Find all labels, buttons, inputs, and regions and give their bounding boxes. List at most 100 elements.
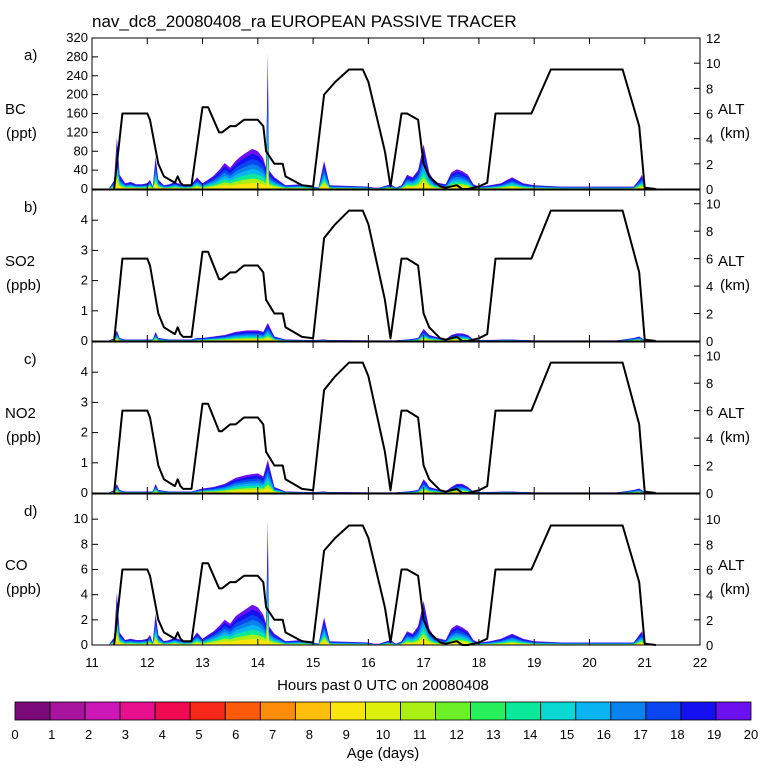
tracer-area-age-layer-0: [108, 52, 662, 190]
x-tick-label: 20: [582, 655, 596, 670]
colorbar-swatch: [84, 701, 121, 721]
y2-tick-label: 6: [706, 107, 713, 122]
y-axis-unit: (ppb): [6, 581, 41, 598]
colorbar-swatch: [470, 701, 507, 721]
y-axis-label: SO2: [5, 253, 35, 270]
y-tick-label: 8: [81, 536, 88, 551]
y2-tick-label: 0: [706, 638, 713, 653]
y2-tick-label: 2: [706, 459, 713, 474]
tracer-area-age-layer-7: [108, 338, 662, 341]
y-axis-label: NO2: [5, 405, 36, 422]
tracer-area-age-layer-7: [108, 168, 662, 189]
panel-0: 0 40 80 120 160 200 240 280 320 0 2 4 6 8 10 12 a) BC (ppt…: [5, 30, 750, 197]
plot-frame: [91, 37, 701, 190]
x-tick-label: 17: [416, 655, 430, 670]
colorbar-swatch: [575, 701, 612, 721]
y2-tick-label: 0: [706, 334, 713, 349]
colorbar-tick-label: 15: [560, 727, 574, 742]
y-axis-unit: (ppb): [6, 429, 41, 446]
y-tick-label: 120: [66, 124, 88, 139]
x-tick-label: 11: [85, 655, 99, 670]
tracer-area-age-layer-6: [108, 153, 662, 189]
plot-frame: [91, 189, 701, 342]
x-tick-label: 18: [472, 655, 486, 670]
panel-3: 0 2 4 6 8 10 0 2 4 6 8 10 d) CO (ppb) ALT (km): [5, 493, 750, 653]
y2-axis-unit: (km): [720, 125, 750, 142]
colorbar-swatch: [505, 701, 542, 721]
y2-tick-label: 10: [706, 197, 720, 212]
altitude-line: [113, 68, 656, 190]
colorbar-swatch: [365, 701, 401, 721]
x-tick-label: 19: [527, 655, 541, 670]
tracer-area-age-layer-4: [108, 582, 662, 645]
y2-tick-label: 10: [706, 56, 720, 71]
x-tick-label: 22: [693, 655, 707, 670]
colorbar-tick-label: 6: [232, 727, 239, 742]
colorbar-swatch: [400, 701, 436, 721]
y-tick-label: 0: [81, 333, 88, 348]
y2-tick-label: 6: [706, 404, 713, 419]
tracer-area-age-layer-2: [108, 86, 662, 189]
colorbar-swatch: [294, 701, 331, 721]
y-tick-label: 10: [74, 511, 88, 526]
y-tick-label: 4: [81, 212, 88, 227]
colorbar-label: Age (days): [347, 745, 420, 762]
colorbar-tick-label: 4: [159, 727, 166, 742]
colorbar-tick-label: 11: [413, 727, 427, 742]
x-axis-label: Hours past 0 UTC on 20080408: [277, 677, 489, 694]
y2-axis-unit: (km): [720, 277, 750, 294]
plot-frame: [91, 493, 701, 646]
colorbar-swatch: [14, 701, 51, 721]
y2-axis-label: ALT: [718, 405, 744, 422]
y2-tick-label: 8: [706, 376, 713, 391]
y2-tick-label: 8: [706, 224, 713, 239]
x-tick-label: 12: [140, 655, 154, 670]
colorbar-tick-label: 8: [306, 727, 313, 742]
tracer-area-age-layer-2: [108, 551, 662, 645]
x-tick-label: 21: [637, 655, 651, 670]
y-axis-label: BC: [5, 101, 26, 118]
colorbar-swatch: [49, 701, 86, 721]
colorbar-tick-label: 0: [11, 727, 18, 742]
y2-tick-label: 2: [706, 157, 713, 172]
y2-axis-label: ALT: [718, 101, 744, 118]
colorbar-tick-label: 19: [707, 727, 721, 742]
colorbar: 0 1 2 3 4 5 6 7 8 9 10 11 12 13 14 15 16 17 18 19 20: [11, 701, 758, 742]
colorbar-tick-label: 17: [633, 727, 647, 742]
colorbar-swatch: [119, 701, 156, 721]
colorbar-tick-label: 16: [597, 727, 611, 742]
tracer-area-age-layer-7: [108, 626, 662, 645]
y2-tick-label: 10: [706, 512, 720, 527]
colorbar-swatch: [680, 701, 717, 721]
tracer-area-age-layer-4: [108, 120, 662, 189]
colorbar-tick-label: 3: [122, 727, 129, 742]
colorbar-tick-label: 1: [48, 727, 55, 742]
colorbar-swatch: [540, 701, 577, 721]
y-tick-label: 320: [66, 30, 88, 45]
colorbar-swatch: [154, 701, 191, 721]
y2-axis-unit: (km): [720, 581, 750, 598]
colorbar-tick-label: 5: [195, 727, 202, 742]
panel-letter: d): [24, 503, 37, 520]
y-tick-label: 240: [66, 68, 88, 83]
chart-title: nav_dc8_20080408_ra EUROPEAN PASSIVE TRA…: [92, 12, 517, 31]
tracer-area-age-layer-7: [108, 488, 662, 493]
colorbar-tick-label: 2: [85, 727, 92, 742]
y2-tick-label: 6: [706, 563, 713, 578]
colorbar-swatch: [435, 701, 472, 721]
colorbar-swatch: [645, 701, 682, 721]
plot-frame: [91, 341, 701, 494]
y-tick-label: 0: [81, 485, 88, 500]
y-tick-label: 2: [81, 612, 88, 627]
y-tick-label: 200: [66, 87, 88, 102]
panel-letter: b): [24, 199, 37, 216]
tracer-area-age-layer-1: [108, 68, 662, 189]
y-tick-label: 40: [74, 162, 88, 177]
y2-tick-label: 0: [706, 182, 713, 197]
y2-tick-label: 4: [706, 132, 713, 147]
y-tick-label: 2: [81, 425, 88, 440]
colorbar-tick-label: 9: [343, 727, 350, 742]
y-tick-label: 4: [81, 364, 88, 379]
colorbar-tick-label: 14: [523, 727, 537, 742]
